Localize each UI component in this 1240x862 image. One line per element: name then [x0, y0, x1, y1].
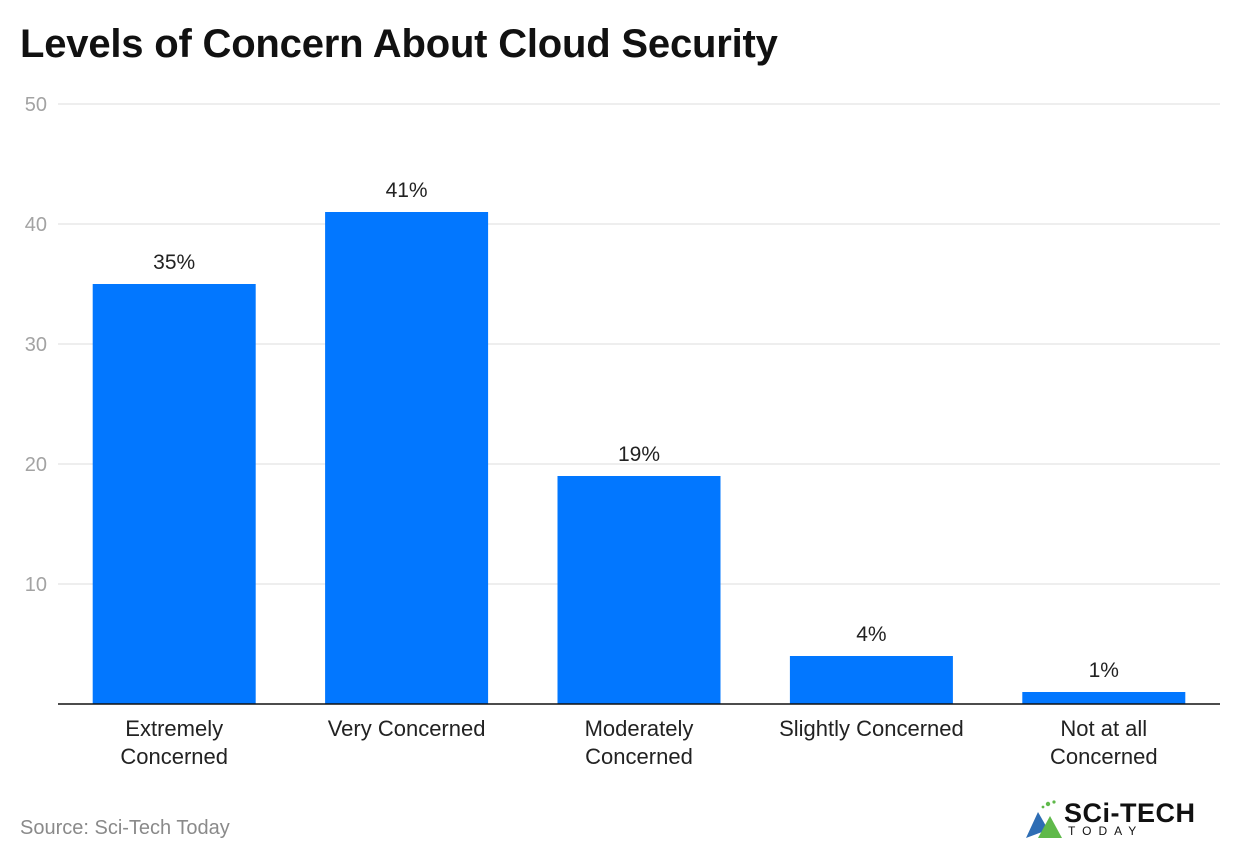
logo-text: SCi-TECH [1064, 798, 1196, 828]
sci-tech-today-logo: SCi-TECH TODAY [1024, 796, 1204, 844]
bar [325, 212, 489, 704]
data-label: 4% [856, 623, 886, 646]
y-tick-label: 10 [25, 574, 47, 596]
logo-mark-icon [1026, 800, 1062, 838]
y-tick-label: 20 [25, 454, 47, 476]
x-tick-label: Concerned [1050, 744, 1158, 769]
data-label: 41% [386, 179, 428, 202]
bar [92, 284, 256, 704]
x-tick-label: Concerned [585, 744, 693, 769]
data-label: 19% [618, 443, 660, 466]
x-tick-label: Very Concerned [328, 716, 486, 741]
y-tick-label: 40 [25, 214, 47, 236]
data-label: 35% [153, 251, 195, 274]
x-tick-label: Moderately [585, 716, 694, 741]
source-note: Source: Sci-Tech Today [20, 817, 230, 839]
data-label: 1% [1089, 659, 1119, 682]
logo-subtext: TODAY [1068, 824, 1144, 838]
y-tick-label: 30 [25, 334, 47, 356]
chart-title: Levels of Concern About Cloud Security [20, 22, 778, 66]
bar [789, 656, 953, 704]
bar [1022, 692, 1186, 704]
bar [557, 476, 721, 704]
x-tick-label: Slightly Concerned [779, 716, 964, 741]
x-tick-label: Not at all [1060, 716, 1147, 741]
x-tick-label: Concerned [120, 744, 228, 769]
x-tick-label: Extremely [125, 716, 223, 741]
y-tick-label: 50 [25, 94, 47, 116]
